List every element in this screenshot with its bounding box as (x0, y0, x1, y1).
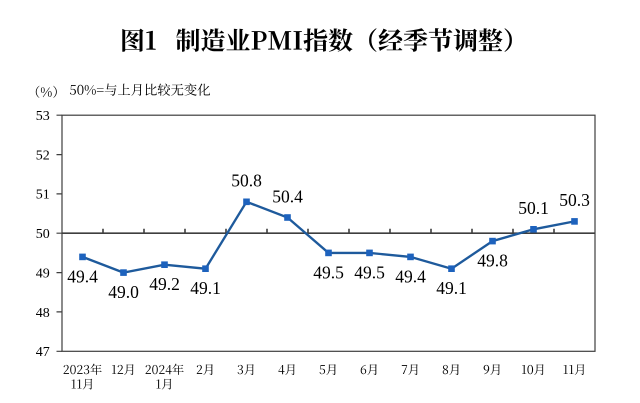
svg-text:52: 52 (36, 148, 50, 163)
svg-text:49.8: 49.8 (477, 251, 508, 271)
svg-text:49.0: 49.0 (108, 282, 139, 302)
svg-text:50.8: 50.8 (231, 171, 262, 191)
svg-text:50.3: 50.3 (559, 190, 590, 210)
svg-text:49.1: 49.1 (190, 278, 221, 298)
svg-text:49: 49 (36, 266, 50, 281)
svg-text:48: 48 (36, 306, 50, 321)
svg-text:49.5: 49.5 (313, 262, 344, 282)
svg-text:47: 47 (36, 345, 50, 360)
svg-text:50.1: 50.1 (518, 198, 549, 218)
svg-text:49.5: 49.5 (354, 262, 385, 282)
svg-text:49.4: 49.4 (395, 266, 426, 286)
svg-text:50: 50 (36, 227, 50, 242)
svg-text:53: 53 (36, 109, 50, 124)
svg-text:49.1: 49.1 (436, 278, 467, 298)
svg-text:50.4: 50.4 (272, 186, 303, 206)
svg-text:51: 51 (36, 188, 50, 203)
svg-text:49.4: 49.4 (67, 266, 98, 286)
svg-text:49.2: 49.2 (149, 274, 180, 294)
